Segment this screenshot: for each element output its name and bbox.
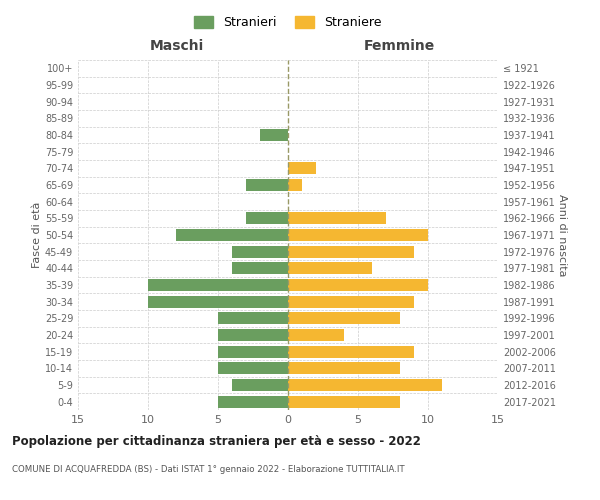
Text: Femmine: Femmine xyxy=(364,38,434,52)
Text: Popolazione per cittadinanza straniera per età e sesso - 2022: Popolazione per cittadinanza straniera p… xyxy=(12,435,421,448)
Bar xyxy=(176,229,288,241)
Text: COMUNE DI ACQUAFREDDA (BS) - Dati ISTAT 1° gennaio 2022 - Elaborazione TUTTITALI: COMUNE DI ACQUAFREDDA (BS) - Dati ISTAT … xyxy=(12,465,404,474)
Bar xyxy=(232,262,288,274)
Bar xyxy=(288,246,414,258)
Bar xyxy=(246,179,288,191)
Bar xyxy=(218,362,288,374)
Y-axis label: Anni di nascita: Anni di nascita xyxy=(557,194,567,276)
Bar xyxy=(288,362,400,374)
Bar xyxy=(232,246,288,258)
Bar xyxy=(260,129,288,141)
Legend: Stranieri, Straniere: Stranieri, Straniere xyxy=(190,11,386,34)
Bar xyxy=(288,279,428,291)
Bar xyxy=(288,296,414,308)
Bar xyxy=(288,229,428,241)
Bar xyxy=(218,312,288,324)
Bar xyxy=(288,212,386,224)
Bar xyxy=(288,262,372,274)
Bar xyxy=(288,179,302,191)
Bar xyxy=(148,279,288,291)
Bar xyxy=(218,346,288,358)
Bar xyxy=(288,312,400,324)
Bar xyxy=(288,396,400,407)
Text: Maschi: Maschi xyxy=(150,38,204,52)
Bar xyxy=(232,379,288,391)
Bar xyxy=(148,296,288,308)
Y-axis label: Fasce di età: Fasce di età xyxy=(32,202,42,268)
Bar xyxy=(218,396,288,407)
Bar xyxy=(288,379,442,391)
Bar xyxy=(288,346,414,358)
Bar xyxy=(218,329,288,341)
Bar xyxy=(246,212,288,224)
Bar xyxy=(288,329,344,341)
Bar xyxy=(288,162,316,174)
